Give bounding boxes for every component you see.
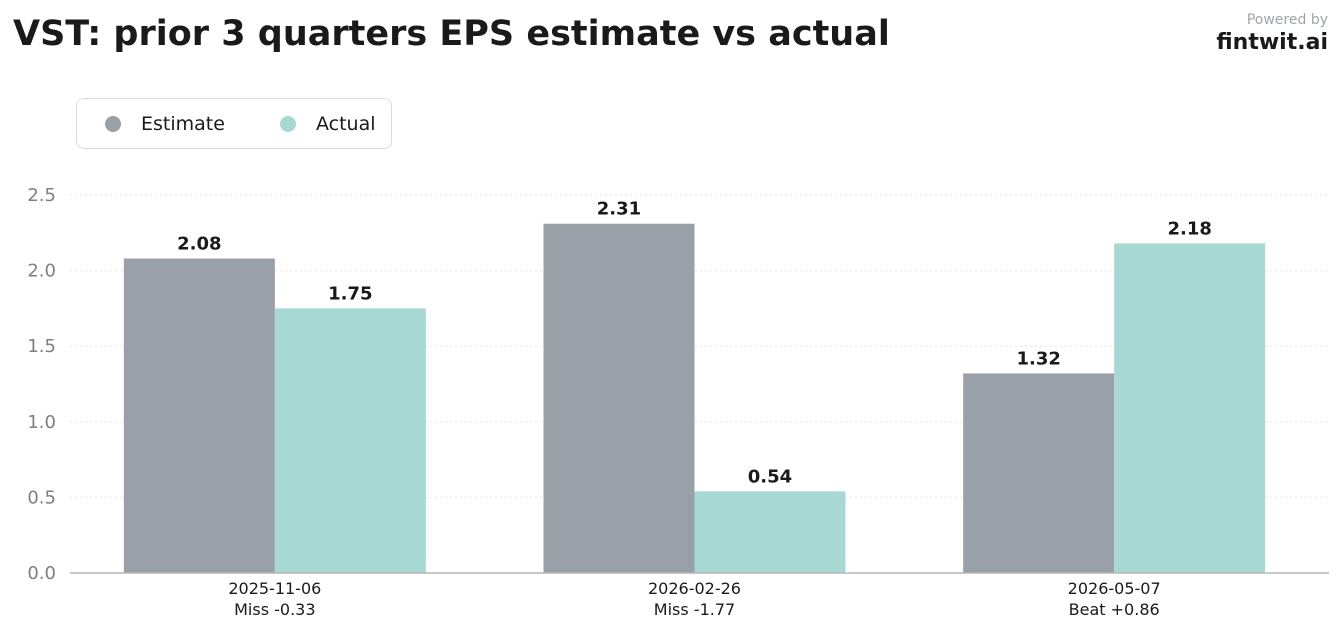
bar-value-label: 0.54	[748, 466, 792, 487]
legend-label-actual: Actual	[316, 112, 376, 135]
y-tick-label: 2.0	[27, 261, 56, 282]
x-tick-sublabel: Miss -0.33	[234, 600, 315, 619]
x-tick-label: 2025-11-06	[228, 579, 321, 598]
bar-value-label: 2.18	[1167, 218, 1211, 239]
y-tick-label: 2.5	[27, 185, 56, 206]
x-tick-label: 2026-05-07	[1068, 579, 1161, 598]
bar-estimate-0	[123, 258, 275, 573]
y-tick-label: 1.0	[27, 412, 56, 433]
brand-name: fintwit.ai	[1216, 30, 1328, 55]
bar-value-label: 1.75	[328, 283, 372, 304]
y-tick-label: 0.0	[27, 563, 56, 584]
bar-value-label: 2.31	[597, 199, 641, 220]
powered-by-label: Powered by	[1246, 12, 1328, 28]
legend-item-actual: Actual	[280, 99, 376, 148]
legend-swatch-estimate	[105, 115, 121, 132]
x-tick-sublabel: Miss -1.77	[654, 600, 735, 619]
bar-value-label: 2.08	[177, 234, 221, 255]
bar-estimate-2	[963, 373, 1115, 573]
bar-actual-1	[694, 491, 846, 573]
y-tick-label: 1.5	[27, 336, 56, 357]
legend-label-estimate: Estimate	[141, 112, 225, 135]
bar-actual-0	[274, 308, 426, 573]
powered-by: Powered by fintwit.ai	[1216, 12, 1328, 55]
x-tick-sublabel: Beat +0.86	[1069, 600, 1160, 619]
legend-swatch-actual	[280, 115, 296, 132]
bar-estimate-1	[543, 223, 695, 573]
y-tick-label: 0.5	[27, 487, 56, 508]
chart-title: VST: prior 3 quarters EPS estimate vs ac…	[13, 14, 890, 54]
x-tick-label: 2026-02-26	[648, 579, 741, 598]
legend: Estimate Actual	[76, 98, 392, 149]
bar-value-label: 1.32	[1016, 348, 1060, 369]
bar-actual-2	[1114, 243, 1266, 573]
legend-item-estimate: Estimate	[105, 99, 225, 148]
